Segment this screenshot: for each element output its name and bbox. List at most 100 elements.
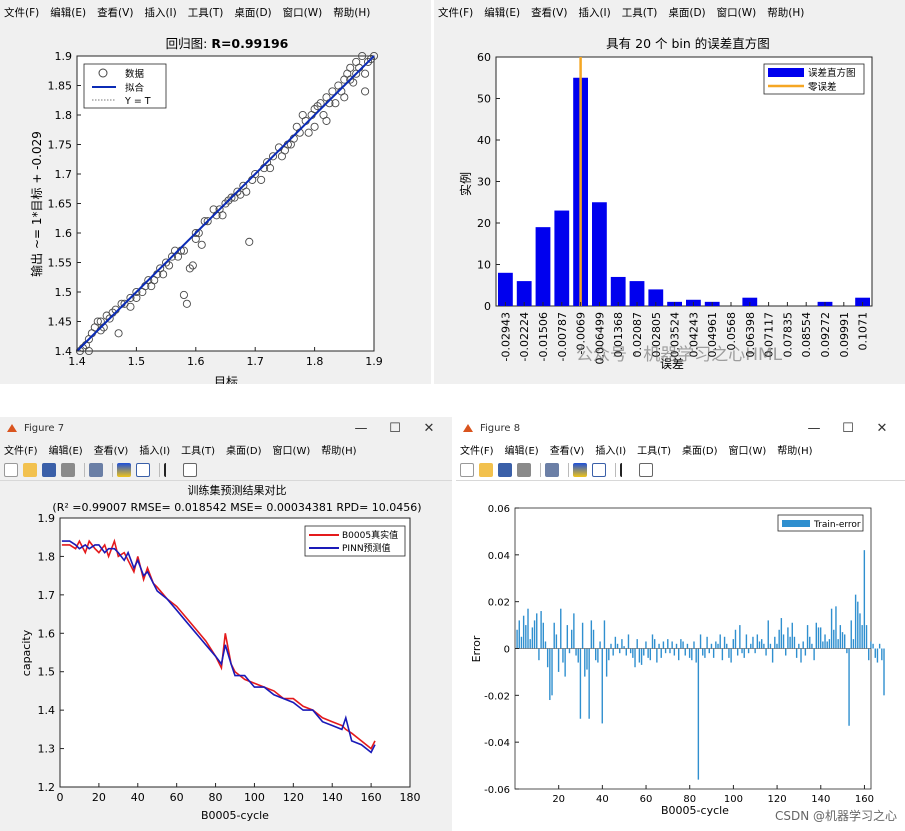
- menu-desktop[interactable]: 桌面(D): [668, 6, 706, 19]
- data-point: [162, 258, 171, 267]
- fit-line: [76, 55, 375, 352]
- menu-insert[interactable]: 插入(I): [578, 6, 611, 19]
- property-editor-icon[interactable]: [639, 462, 653, 477]
- x-tick-label: 0.08554: [800, 312, 813, 358]
- menu-edit[interactable]: 编辑(E): [504, 445, 539, 457]
- print-icon[interactable]: [61, 462, 75, 477]
- save-icon[interactable]: [498, 462, 512, 477]
- error-bar: [533, 620, 536, 649]
- colorbar-icon[interactable]: [117, 462, 131, 477]
- menu-tools[interactable]: 工具(T): [187, 6, 224, 19]
- menu-help[interactable]: 帮助(H): [767, 6, 805, 19]
- maximize-button[interactable]: ☐: [842, 420, 854, 436]
- error-bar: [800, 648, 802, 663]
- maximize-button[interactable]: ☐: [389, 420, 401, 436]
- error-bar: [680, 639, 682, 649]
- new-figure-icon[interactable]: [4, 462, 18, 477]
- x-tick-label: 60: [170, 791, 184, 804]
- menu-tools[interactable]: 工具(T): [621, 6, 658, 19]
- menu-window[interactable]: 窗口(W): [282, 6, 323, 19]
- menu-edit[interactable]: 编辑(E): [484, 6, 521, 19]
- error-bar: [675, 643, 678, 649]
- y-tick-label: 1.65: [48, 198, 73, 211]
- data-point: [179, 290, 188, 300]
- error-bar: [616, 643, 619, 649]
- y-tick-label: 20: [477, 217, 491, 230]
- chart-title: 训练集预测结果对比: [188, 483, 287, 497]
- legend-icon[interactable]: [592, 462, 606, 477]
- link-plot-icon[interactable]: [89, 462, 103, 477]
- error-bar: [730, 648, 732, 663]
- y-tick-label: 0.06: [488, 504, 510, 515]
- menu-edit[interactable]: 编辑(E): [50, 6, 87, 19]
- menu-view[interactable]: 查看(V): [97, 6, 134, 19]
- error-bar: [728, 648, 730, 658]
- histogram-bar: [610, 276, 626, 306]
- x-tick-label: 120: [283, 791, 304, 804]
- menu-desktop[interactable]: 桌面(D): [682, 445, 718, 457]
- error-bar: [804, 648, 807, 656]
- menu-edit[interactable]: 编辑(E): [48, 445, 83, 457]
- menu-help[interactable]: 帮助(H): [321, 445, 357, 457]
- error-bar: [846, 648, 848, 654]
- chart-title: 具有 20 个 bin 的误差直方图: [606, 36, 770, 51]
- pointer-icon[interactable]: [620, 462, 634, 477]
- error-bar: [669, 648, 671, 654]
- legend-icon[interactable]: [136, 462, 150, 477]
- error-bar: [785, 648, 787, 656]
- property-editor-icon[interactable]: [183, 462, 197, 477]
- menu-tools[interactable]: 工具(T): [181, 445, 216, 457]
- menu-window[interactable]: 窗口(W): [716, 6, 757, 19]
- menu-desktop[interactable]: 桌面(D): [226, 445, 262, 457]
- legend-label-data: 数据: [125, 68, 145, 80]
- error-bar: [529, 639, 531, 649]
- error-bar: [826, 641, 828, 649]
- y-tick-label: 1.8: [55, 109, 73, 122]
- colorbar-icon[interactable]: [573, 462, 587, 477]
- error-bar: [562, 648, 564, 663]
- data-point: [185, 264, 194, 273]
- menu-view[interactable]: 查看(V): [531, 6, 568, 19]
- minimize-button[interactable]: —: [807, 420, 821, 436]
- menu-file[interactable]: 文件(F): [4, 445, 38, 457]
- error-bar: [546, 648, 549, 668]
- window-controls: — ☐ ✕: [344, 417, 446, 439]
- menu-window[interactable]: 窗口(W): [272, 445, 311, 457]
- save-icon[interactable]: [42, 462, 56, 477]
- data-point: [331, 99, 340, 108]
- menu-file[interactable]: 文件(F): [4, 6, 40, 19]
- menu-help[interactable]: 帮助(H): [777, 445, 813, 457]
- link-plot-icon[interactable]: [545, 462, 559, 477]
- error-bar: [634, 648, 636, 668]
- x-tick-label: 1.4: [68, 355, 86, 368]
- open-file-icon[interactable]: [23, 462, 37, 477]
- data-point: [114, 329, 123, 338]
- y-tick-label: 50: [477, 93, 491, 106]
- menu-file[interactable]: 文件(F): [460, 445, 494, 457]
- menu-file[interactable]: 文件(F): [438, 6, 474, 19]
- open-file-icon[interactable]: [479, 462, 493, 477]
- error-bar: [830, 608, 833, 649]
- menu-view[interactable]: 查看(V): [93, 445, 129, 457]
- menu-tools[interactable]: 工具(T): [637, 445, 672, 457]
- x-tick-label: -0.02943: [499, 312, 512, 361]
- data-point: [188, 261, 197, 270]
- menu-view[interactable]: 查看(V): [549, 445, 585, 457]
- error-bar: [651, 634, 654, 649]
- print-icon[interactable]: [517, 462, 531, 477]
- menu-window[interactable]: 窗口(W): [728, 445, 767, 457]
- new-figure-icon[interactable]: [460, 462, 474, 477]
- x-tick-label: 0.09272: [819, 312, 832, 358]
- close-button[interactable]: ✕: [876, 420, 888, 436]
- menu-insert[interactable]: 插入(I): [139, 445, 171, 457]
- histogram-bar: [498, 272, 513, 306]
- close-button[interactable]: ✕: [423, 420, 435, 436]
- error-bar: [623, 646, 625, 649]
- pointer-icon[interactable]: [164, 462, 178, 477]
- menu-desktop[interactable]: 桌面(D): [234, 6, 272, 19]
- menu-help[interactable]: 帮助(H): [333, 6, 371, 19]
- menu-insert[interactable]: 插入(I): [595, 445, 627, 457]
- toolbar-separator: [615, 462, 616, 477]
- menu-insert[interactable]: 插入(I): [144, 6, 177, 19]
- minimize-button[interactable]: —: [354, 420, 368, 436]
